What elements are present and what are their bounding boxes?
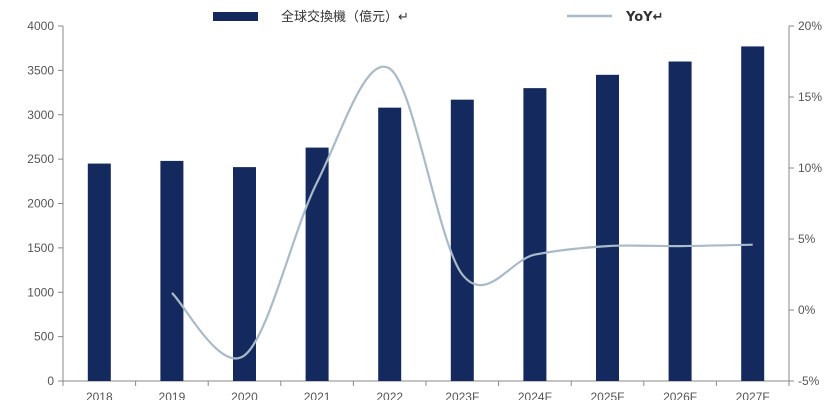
y-left-tick-label: 4000 <box>27 19 54 33</box>
y-left-tick-label: 3000 <box>27 108 54 122</box>
y-right-tick-label: 15% <box>798 90 822 104</box>
bar <box>741 46 765 381</box>
y-left-tick-label: 500 <box>34 330 54 344</box>
x-tick-label: 2024F <box>518 390 552 400</box>
y-left-tick-label: 3500 <box>27 63 54 77</box>
y-right-tick-label: 5% <box>798 232 816 246</box>
bar <box>596 74 619 381</box>
y-right-tick-label: 0% <box>798 303 816 317</box>
y-left-tick-label: 1000 <box>27 285 54 299</box>
x-tick-label: 2022 <box>376 390 403 400</box>
x-tick-label: 2023F <box>445 390 479 400</box>
bar <box>378 107 402 382</box>
bar <box>523 88 547 381</box>
y-left-tick-label: 2500 <box>27 152 54 166</box>
y-left-tick-label: 0 <box>47 374 54 388</box>
x-tick-label: 2020 <box>231 390 258 400</box>
bar <box>305 147 329 381</box>
x-tick-label: 2018 <box>86 390 113 400</box>
legend-swatch-bar <box>213 12 258 21</box>
x-tick-label: 2019 <box>159 390 186 400</box>
bar <box>233 167 256 381</box>
legend-label-bar: 全球交換機（億元）↵ <box>281 9 409 25</box>
legend-label-line: YoY↵ <box>625 10 663 25</box>
y-left-tick-label: 1500 <box>27 241 54 255</box>
bar <box>160 160 184 381</box>
y-right-tick-label: 20% <box>798 19 822 33</box>
y-right-tick-label: -5% <box>798 374 820 388</box>
bar <box>450 99 474 381</box>
x-tick-label: 2027F <box>736 390 770 400</box>
bar <box>87 163 111 381</box>
y-left-tick-label: 2000 <box>27 197 54 211</box>
yoy-line <box>171 65 753 360</box>
x-tick-label: 2026F <box>663 390 697 400</box>
x-tick-label: 2021 <box>304 390 331 400</box>
bar <box>668 61 692 381</box>
y-right-tick-label: 10% <box>798 161 822 175</box>
x-tick-label: 2025F <box>590 390 624 400</box>
